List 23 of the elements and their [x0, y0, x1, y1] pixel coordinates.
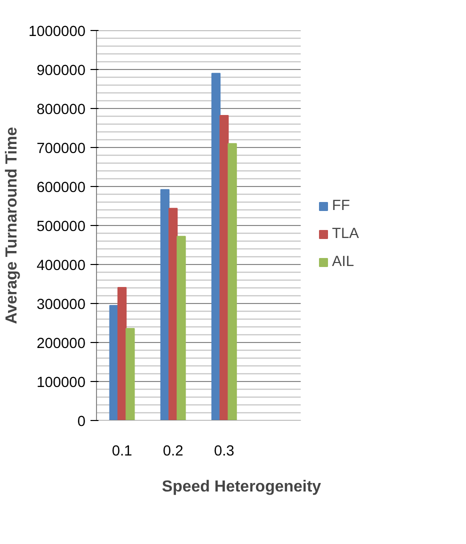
y-axis-title: Average Turnaround Time [3, 126, 20, 324]
y-tick-label: 100000 [36, 375, 86, 391]
legend-label: AIL [332, 254, 354, 270]
y-tick-label: 500000 [36, 219, 86, 235]
y-tick-label: 800000 [36, 102, 86, 118]
bar [117, 287, 127, 420]
bar [228, 143, 237, 420]
x-axis-title: Speed Heterogeneity [162, 478, 322, 496]
x-tick-label: 0.3 [214, 444, 234, 460]
y-tick-label: 1000000 [28, 24, 86, 40]
legend-label: FF [332, 198, 351, 214]
bar [126, 328, 135, 420]
y-tick-label: 400000 [36, 258, 86, 274]
x-tick-label: 0.2 [162, 444, 184, 460]
x-tick-label: 0.1 [112, 444, 132, 460]
y-tick-label: 900000 [36, 63, 86, 79]
y-tick-label: 700000 [36, 141, 86, 157]
bar [176, 236, 186, 420]
legend-label: TLA [332, 226, 359, 242]
y-tick-label: 0 [77, 414, 86, 430]
y-tick-label: 600000 [36, 180, 86, 196]
y-tick-label: 200000 [36, 336, 86, 352]
y-tick-label: 300000 [36, 297, 86, 313]
